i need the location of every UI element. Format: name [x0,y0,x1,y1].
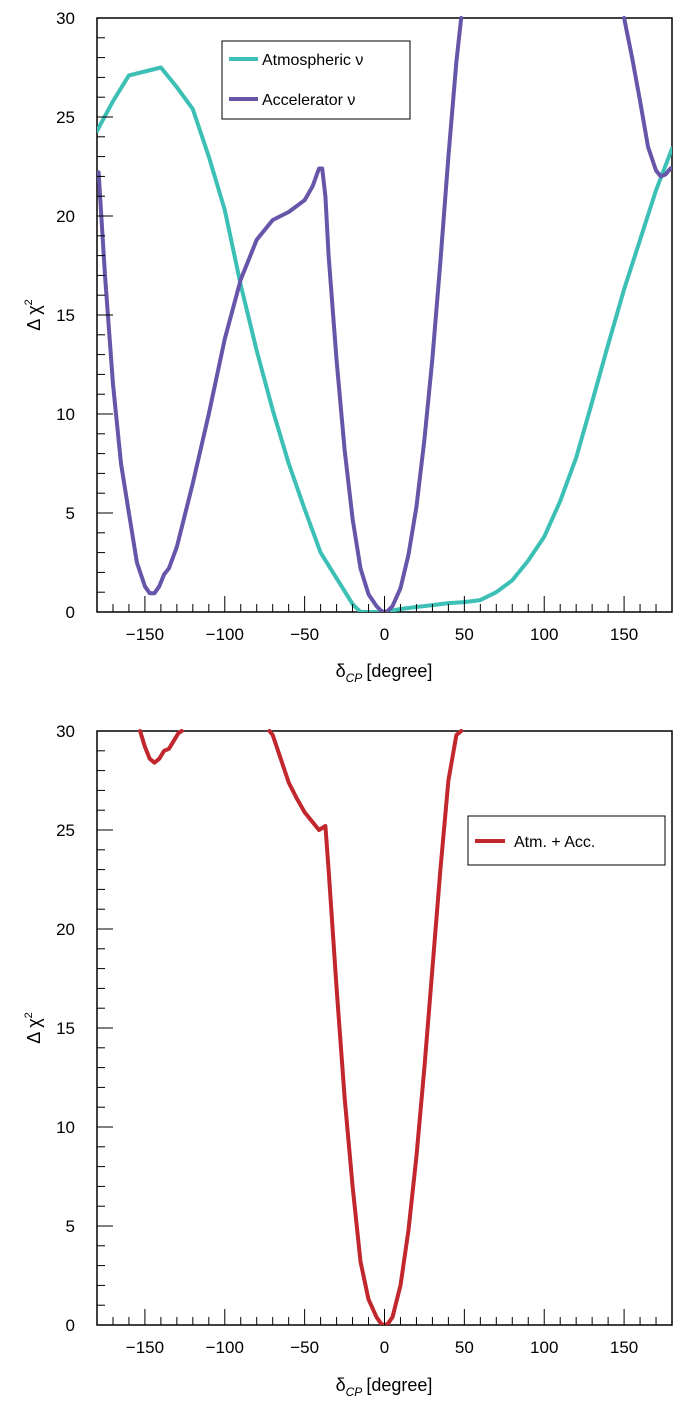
x-tick-label: −50 [290,1338,319,1357]
x-axis-title-main: δ [336,661,346,681]
y-axis-title-main: Δ χ [24,1018,44,1044]
x-tick-label: −100 [206,1338,244,1357]
y-tick-label: 20 [56,920,75,939]
series-layer [97,16,672,612]
legend-box [467,815,666,866]
y-tick-label: 10 [56,405,75,424]
series-line-0 [97,65,672,612]
series-layer [138,729,464,1325]
axis-layer: −150 −100 −50 0 50 100 150 0 5 10 15 20 25 30 [56,722,657,1357]
y-axis-title-main: Δ χ [24,305,44,331]
y-tick-label: 5 [66,504,75,523]
y-axis-title-sup: 2 [23,1012,35,1018]
chart-combined: −150 −100 −50 0 50 100 150 0 5 10 15 20 25 30 Atm. + … [23,722,673,1399]
x-tick-label: 50 [455,625,474,644]
y-axis-title: Δ χ2 [23,299,44,331]
x-tick-label: −150 [126,1338,164,1357]
series-line-0 [138,729,184,765]
x-tick-label: 100 [530,1338,558,1357]
chart-atmospheric-accelerator: −150 −100 −50 0 50 100 150 0 5 10 15 20 25 30 Atmosph… [23,9,673,685]
series-line-1 [97,16,672,612]
x-axis-title-sub: CP [346,671,363,685]
x-axis-title-unit: [degree] [366,661,432,681]
x-tick-label: 50 [455,1338,474,1357]
y-tick-label: 15 [56,1019,75,1038]
x-tick-label: 150 [610,625,638,644]
legend-label-atmospheric: Atmospheric ν [262,52,363,69]
y-tick-label: 30 [56,9,75,28]
series-line-1 [267,729,464,1325]
x-axis-title: δCP [degree] [336,661,433,685]
x-tick-label: −50 [290,625,319,644]
x-tick-label: 0 [380,1338,389,1357]
x-tick-label: −150 [126,625,164,644]
legend: Atmospheric ν Accelerator ν [221,40,411,120]
x-tick-label: 150 [610,1338,638,1357]
axis-layer: −150 −100 −50 0 50 100 150 0 5 10 15 20 25 30 [56,9,657,644]
y-tick-label: 20 [56,207,75,226]
y-axis-title: Δ χ2 [23,1012,44,1044]
y-tick-label: 10 [56,1118,75,1137]
x-tick-label: −100 [206,625,244,644]
x-axis-title-sub: CP [346,1385,363,1399]
legend: Atm. + Acc. [467,815,666,866]
y-tick-label: 15 [56,306,75,325]
y-tick-label: 25 [56,821,75,840]
x-axis-title: δCP [degree] [336,1375,433,1399]
legend-box [221,40,411,120]
x-axis-title-main: δ [336,1375,346,1395]
y-tick-label: 0 [66,603,75,622]
y-tick-label: 5 [66,1217,75,1236]
x-tick-label: 100 [530,625,558,644]
y-axis-title-sup: 2 [23,299,35,305]
x-tick-label: 0 [380,625,389,644]
legend-label-combined: Atm. + Acc. [514,834,595,851]
y-tick-label: 0 [66,1316,75,1335]
legend-label-accelerator: Accelerator ν [262,92,355,109]
x-axis-title-unit: [degree] [366,1375,432,1395]
y-tick-label: 25 [56,108,75,127]
y-tick-label: 30 [56,722,75,741]
